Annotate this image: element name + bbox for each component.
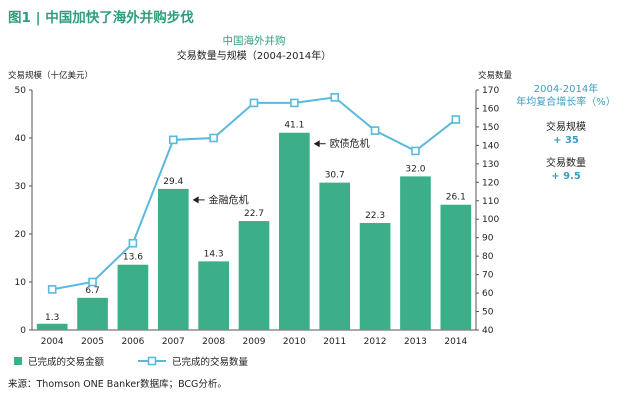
source-note: 来源：Thomson ONE Banker数据库；BCG分析。	[8, 379, 227, 390]
legend-line-label: 已完成的交易数量	[172, 356, 249, 368]
y-right-tick-label: 60	[482, 289, 494, 299]
line-point	[88, 277, 97, 287]
line-point	[209, 133, 218, 143]
y-right-tick-label: 160	[482, 104, 499, 114]
cagr-title-line: 年均复合增长率（%）	[516, 95, 616, 108]
x-tick-label: 2007	[162, 337, 185, 347]
figure-title: 图1 | 中国加快了海外并购步伐	[8, 10, 194, 26]
bar-value-label: 13.6	[123, 253, 143, 263]
y-right-tick-label: 150	[482, 123, 499, 133]
cagr-title-line: 2004-2014年	[534, 82, 599, 95]
x-tick-label: 2014	[444, 337, 467, 347]
line-point	[168, 135, 178, 145]
annotation-text: 金融危机	[209, 193, 249, 206]
y-left-tick-label: 10	[15, 278, 27, 288]
y-left-tick-label: 20	[15, 230, 27, 240]
line-point	[249, 98, 259, 108]
x-tick-label: 2008	[202, 337, 225, 347]
bar	[198, 261, 229, 330]
x-tick-label: 2012	[364, 337, 387, 347]
line-point	[47, 285, 57, 294]
y-right-tick-label: 130	[482, 160, 499, 170]
bar	[279, 132, 310, 330]
bar	[157, 188, 189, 330]
y-right-tick-label: 80	[482, 252, 494, 262]
y-right-tick-label: 100	[482, 215, 499, 225]
y-right-tick-label: 120	[482, 178, 499, 188]
annotation-arrowhead	[313, 140, 320, 148]
bar	[238, 221, 270, 330]
cagr-item-value: + 9.5	[551, 171, 581, 182]
y-right-tick-label: 70	[482, 271, 494, 281]
y-left-tick-label: 50	[15, 86, 27, 96]
bar-value-label: 41.1	[284, 121, 304, 131]
y-left-tick-label: 30	[15, 182, 27, 192]
x-tick-label: 2011	[323, 337, 346, 347]
bar-value-label: 22.7	[244, 209, 264, 219]
y-right-tick-label: 140	[482, 141, 499, 151]
bar	[36, 323, 68, 330]
y-right-tick-label: 170	[482, 86, 499, 96]
line-point	[451, 115, 461, 124]
bar-value-label: 14.3	[204, 249, 224, 259]
legend-line-marker	[147, 356, 157, 366]
chart-title: 中国海外并购	[223, 34, 286, 47]
bar	[440, 204, 472, 330]
y-left-tick-label: 0	[20, 326, 26, 336]
bar	[400, 176, 431, 330]
cagr-item-label: 交易规模	[546, 120, 586, 133]
y-left-axis-label: 交易规模（十亿美元）	[8, 70, 93, 81]
y-right-axis-label: 交易数量	[478, 70, 513, 81]
y-left-tick-label: 40	[15, 134, 27, 144]
annotation-text: 欧债危机	[330, 137, 370, 150]
legend-bar-swatch	[14, 357, 22, 365]
bar-value-label: 6.7	[85, 286, 99, 296]
bar	[359, 222, 391, 330]
y-right-tick-label: 90	[482, 234, 494, 244]
y-right-tick-label: 50	[482, 308, 494, 318]
x-tick-label: 2006	[121, 337, 144, 347]
bar	[319, 182, 351, 330]
bar-value-label: 30.7	[325, 171, 345, 181]
bar-value-label: 1.3	[45, 313, 59, 323]
chart-subtitle: 交易数量与规模（2004-2014年）	[177, 49, 332, 62]
line-point	[290, 98, 299, 108]
annotation-arrowhead	[192, 196, 199, 204]
y-right-tick-label: 110	[482, 197, 499, 207]
line-point	[128, 238, 138, 248]
cagr-item-label: 交易数量	[546, 156, 586, 169]
x-tick-label: 2004	[41, 337, 64, 347]
legend-bar-label: 已完成的交易金额	[28, 356, 105, 368]
bar	[117, 264, 149, 330]
bar-value-label: 26.1	[446, 193, 466, 203]
line-point	[411, 146, 420, 156]
line-point	[370, 126, 380, 135]
bar	[77, 297, 108, 330]
cagr-title: 2004-2014年年均复合增长率（%）	[516, 82, 616, 108]
y-right-tick-label: 40	[482, 326, 494, 336]
x-tick-label: 2013	[404, 337, 427, 347]
x-tick-label: 2009	[243, 337, 266, 347]
bar-value-label: 22.3	[365, 211, 385, 221]
line-point	[330, 93, 340, 102]
x-tick-label: 2010	[283, 337, 306, 347]
cagr-item-value: + 35	[553, 135, 579, 146]
bar-value-label: 32.0	[405, 164, 425, 174]
x-tick-label: 2005	[81, 337, 104, 347]
bar-value-label: 29.4	[163, 177, 183, 187]
